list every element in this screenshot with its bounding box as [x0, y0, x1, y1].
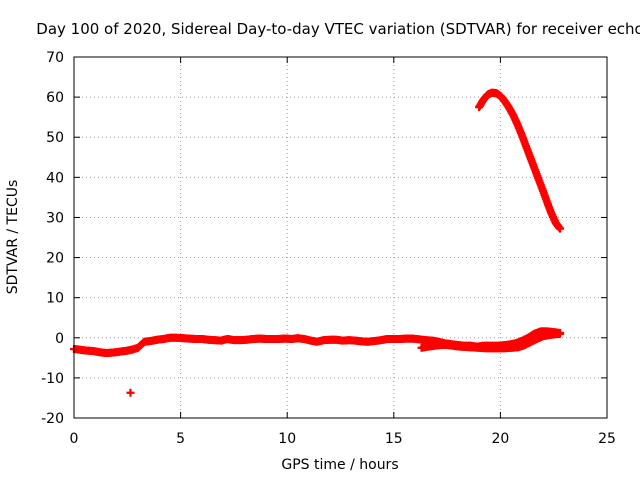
plot-frame [73, 56, 608, 419]
y-tick-label: 40 [46, 170, 64, 186]
x-tick-label: 0 [70, 431, 79, 447]
chart-title: Day 100 of 2020, Sidereal Day-to-day VTE… [36, 20, 640, 38]
x-tick-label: 10 [278, 431, 296, 447]
x-tick-label: 5 [176, 431, 185, 447]
x-tick-label: 15 [385, 431, 403, 447]
y-tick-label: 20 [46, 251, 64, 267]
y-tick-label: 30 [46, 210, 64, 226]
grid-lines [74, 57, 607, 418]
axis-ticks: 0 5 10 15 20 25 -20 -10 0 10 20 30 40 50 60 70 [41, 50, 616, 447]
y-tick-label: -10 [41, 371, 64, 387]
data-points [70, 88, 565, 397]
y-tick-label: 50 [46, 130, 64, 146]
data-point-low-branch [556, 329, 565, 338]
y-tick-label: 60 [46, 90, 64, 106]
x-axis-label: GPS time / hours [281, 457, 398, 473]
y-tick-label: 10 [46, 291, 64, 307]
y-tick-label: 70 [46, 50, 64, 66]
data-point-isolated-point [126, 388, 135, 397]
data-point-high-arc [556, 224, 565, 233]
x-tick-label: 20 [491, 431, 509, 447]
y-tick-label: 0 [55, 331, 64, 347]
x-tick-label: 25 [598, 431, 616, 447]
y-tick-label: -20 [41, 411, 64, 427]
y-axis-label: SDTVAR / TECUs [5, 180, 21, 295]
